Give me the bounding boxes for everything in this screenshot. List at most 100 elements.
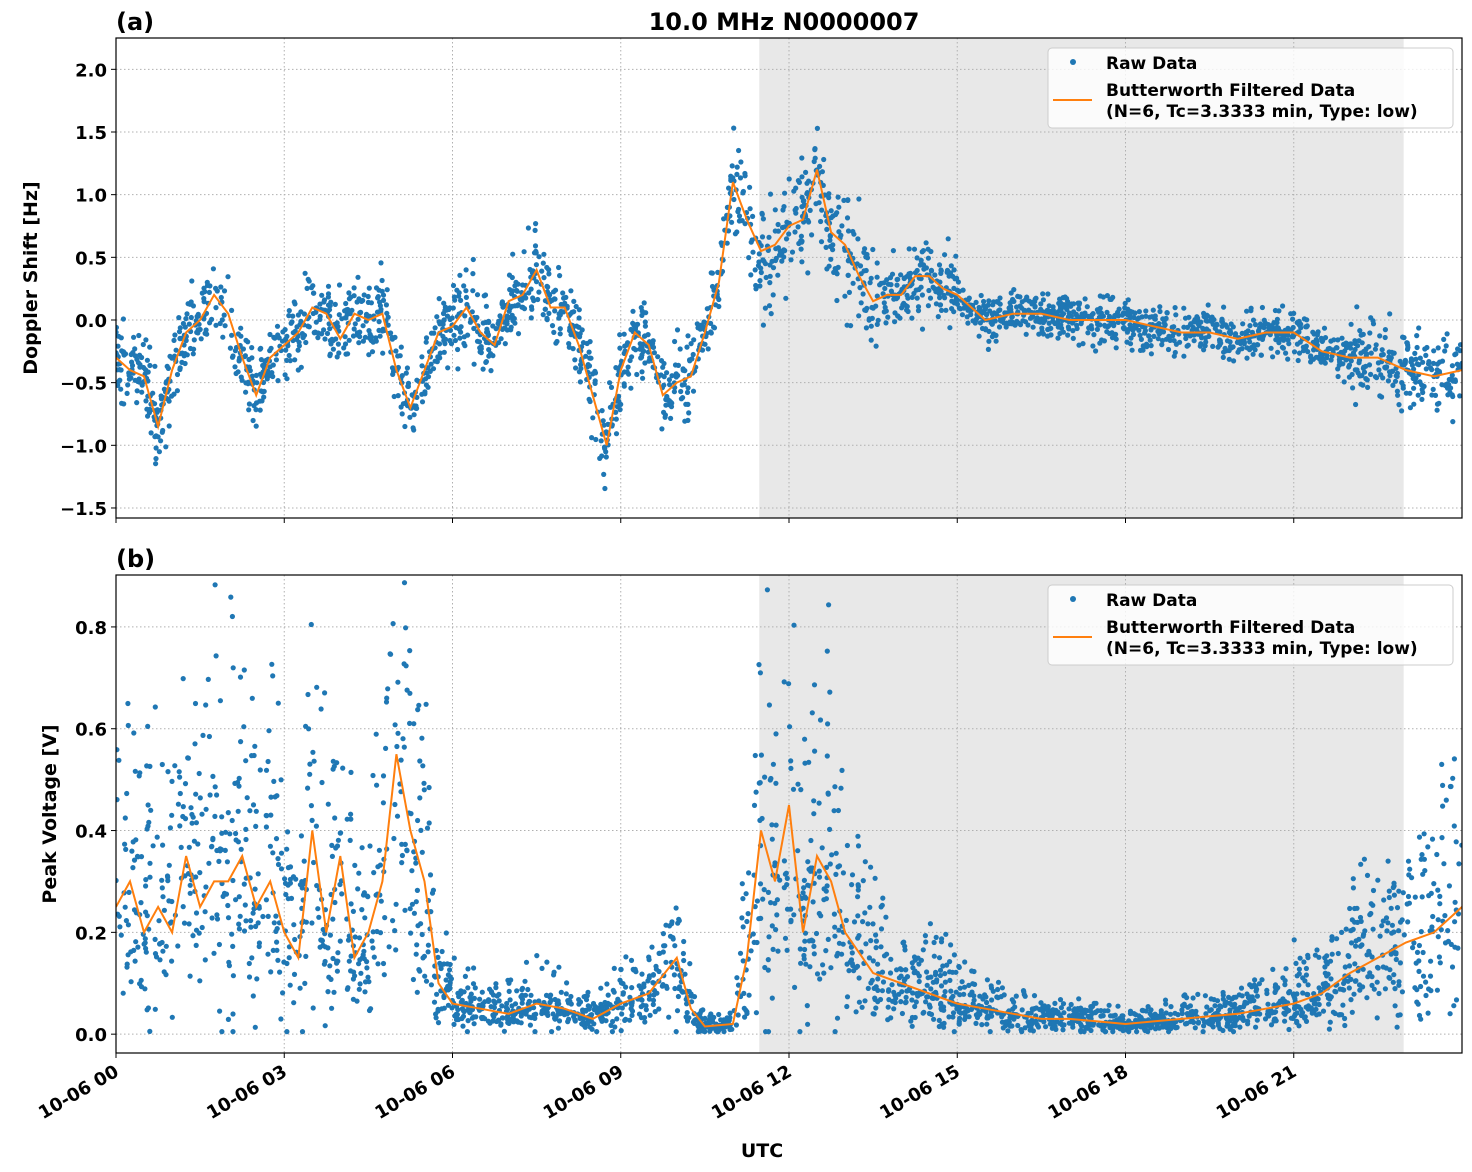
raw-data-point bbox=[816, 868, 822, 874]
raw-data-point bbox=[257, 407, 263, 413]
raw-data-point bbox=[536, 998, 542, 1004]
raw-data-point bbox=[380, 292, 387, 298]
raw-data-point bbox=[269, 661, 275, 667]
raw-data-point bbox=[441, 349, 447, 355]
raw-data-point bbox=[614, 1016, 620, 1022]
raw-data-point bbox=[1321, 325, 1328, 331]
raw-data-point bbox=[222, 323, 228, 329]
raw-data-point bbox=[474, 314, 480, 321]
raw-data-point bbox=[145, 1005, 151, 1011]
raw-data-point bbox=[845, 197, 851, 203]
raw-data-point bbox=[816, 874, 823, 880]
raw-data-point bbox=[497, 313, 503, 319]
raw-data-point bbox=[818, 913, 824, 919]
raw-data-point bbox=[510, 251, 516, 257]
raw-data-point bbox=[1444, 385, 1451, 391]
raw-data-point bbox=[555, 1025, 562, 1031]
raw-data-point bbox=[1415, 1001, 1421, 1007]
raw-data-point bbox=[152, 936, 158, 943]
raw-data-point bbox=[576, 369, 583, 375]
raw-data-point bbox=[889, 982, 895, 988]
raw-data-point bbox=[356, 986, 362, 992]
raw-data-point bbox=[791, 188, 797, 194]
raw-data-point bbox=[1327, 1019, 1333, 1025]
raw-data-point bbox=[1059, 304, 1066, 310]
raw-data-point bbox=[465, 1018, 471, 1024]
raw-data-point bbox=[1406, 900, 1412, 906]
raw-data-point bbox=[132, 346, 138, 352]
raw-data-point bbox=[798, 233, 805, 239]
raw-data-point bbox=[147, 1028, 153, 1034]
raw-data-point bbox=[768, 900, 774, 906]
raw-data-point bbox=[488, 1004, 494, 1010]
raw-data-point bbox=[1367, 330, 1373, 336]
raw-data-point bbox=[536, 254, 542, 260]
raw-data-point bbox=[1292, 1005, 1298, 1011]
raw-data-point bbox=[394, 813, 401, 819]
raw-data-point bbox=[436, 296, 442, 302]
raw-data-point bbox=[131, 857, 138, 863]
raw-data-point bbox=[1167, 1011, 1174, 1017]
raw-data-point bbox=[1417, 355, 1423, 361]
raw-data-point bbox=[603, 454, 609, 460]
raw-data-point bbox=[337, 830, 343, 836]
raw-data-point bbox=[1420, 973, 1427, 979]
raw-data-point bbox=[1348, 997, 1354, 1003]
raw-data-point bbox=[152, 704, 158, 710]
raw-data-point bbox=[370, 339, 376, 345]
raw-data-point bbox=[762, 774, 768, 780]
raw-data-point bbox=[671, 389, 678, 395]
raw-data-point bbox=[288, 320, 294, 326]
raw-data-point bbox=[1446, 883, 1452, 889]
raw-data-point bbox=[947, 325, 953, 331]
raw-data-point bbox=[228, 594, 234, 600]
raw-data-point bbox=[380, 297, 387, 303]
raw-data-point bbox=[1304, 324, 1310, 330]
raw-data-point bbox=[734, 975, 740, 981]
raw-data-point bbox=[419, 735, 425, 741]
raw-data-point bbox=[948, 995, 955, 1001]
raw-data-point bbox=[802, 736, 808, 742]
raw-data-point bbox=[808, 837, 814, 844]
raw-data-point bbox=[532, 227, 538, 233]
raw-data-point bbox=[918, 276, 924, 282]
raw-data-point bbox=[806, 178, 812, 184]
raw-data-point bbox=[1192, 1025, 1198, 1031]
raw-data-point bbox=[814, 971, 821, 977]
raw-data-point bbox=[1427, 365, 1434, 371]
raw-data-point bbox=[1202, 993, 1208, 999]
raw-data-point bbox=[1391, 892, 1397, 898]
raw-data-point bbox=[130, 839, 136, 845]
raw-data-point bbox=[977, 320, 984, 326]
raw-data-point bbox=[470, 288, 476, 294]
raw-data-point bbox=[522, 978, 528, 984]
raw-data-point bbox=[950, 1014, 956, 1020]
raw-data-point bbox=[532, 1015, 538, 1022]
raw-data-point bbox=[811, 951, 817, 957]
raw-data-point bbox=[187, 973, 193, 979]
raw-data-point bbox=[890, 248, 897, 254]
raw-data-point bbox=[236, 783, 242, 789]
raw-data-point bbox=[914, 267, 920, 274]
raw-data-point bbox=[1386, 974, 1392, 981]
raw-data-point bbox=[1045, 291, 1051, 297]
raw-data-point bbox=[499, 1003, 505, 1009]
raw-data-point bbox=[846, 968, 852, 974]
raw-data-point bbox=[1024, 294, 1030, 300]
legend-label-filtered: Butterworth Filtered Data bbox=[1106, 81, 1355, 101]
raw-data-point bbox=[292, 301, 298, 307]
raw-data-point bbox=[175, 943, 181, 949]
raw-data-point bbox=[226, 963, 232, 969]
raw-data-point bbox=[303, 953, 309, 960]
raw-data-point bbox=[1020, 318, 1026, 324]
raw-data-point bbox=[1066, 1020, 1072, 1026]
raw-data-point bbox=[774, 912, 780, 918]
raw-data-point bbox=[1372, 374, 1378, 380]
raw-data-point bbox=[636, 983, 642, 989]
raw-data-point bbox=[1259, 336, 1266, 342]
raw-data-point bbox=[431, 999, 438, 1005]
raw-data-point bbox=[1352, 961, 1358, 967]
raw-data-point bbox=[767, 273, 773, 279]
raw-data-point bbox=[1172, 305, 1178, 311]
raw-data-point bbox=[546, 310, 552, 316]
